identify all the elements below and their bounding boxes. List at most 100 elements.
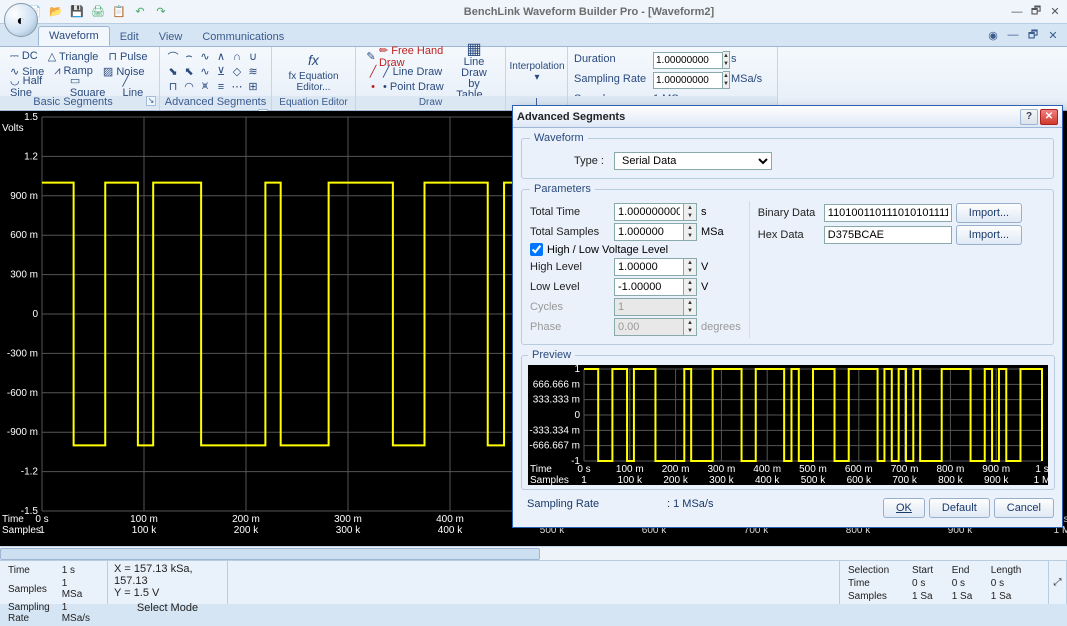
close-button[interactable]: ✕ xyxy=(1047,5,1063,19)
lowlevel-input[interactable] xyxy=(614,278,684,296)
advseg-button[interactable]: ∿ xyxy=(198,64,212,79)
tab-view[interactable]: View xyxy=(149,28,193,46)
advseg-button[interactable]: ⊻ xyxy=(214,64,228,79)
qat-paste-icon[interactable]: 📋 xyxy=(109,2,129,22)
hex-input[interactable] xyxy=(824,226,952,244)
mdi-restore-button[interactable]: 🗗 xyxy=(1025,27,1041,43)
ok-button[interactable]: OK xyxy=(883,498,925,518)
svg-text:1 s: 1 s xyxy=(1035,464,1048,475)
samplingrate-label: Sampling Rate xyxy=(574,71,649,89)
advseg-button[interactable]: ∧ xyxy=(214,49,228,64)
minimize-button[interactable]: — xyxy=(1009,5,1025,19)
svg-text:0 s: 0 s xyxy=(35,514,48,525)
totaltime-input[interactable] xyxy=(614,203,684,221)
samplingrate-unit: MSa/s xyxy=(731,71,761,89)
advseg-button[interactable]: ≡ xyxy=(214,79,228,94)
hilow-checkbox[interactable] xyxy=(530,243,543,256)
seg-triangle-button[interactable]: △ Triangle xyxy=(44,49,103,64)
line-draw-button[interactable]: ╱╱ Line Draw xyxy=(362,64,449,79)
mdi-minimize-button[interactable]: — xyxy=(1005,27,1021,43)
line-draw-table-button[interactable]: ▦Line Drawby Table... xyxy=(449,49,499,95)
cancel-button[interactable]: Cancel xyxy=(994,498,1054,518)
qat-save-icon[interactable]: 💾 xyxy=(67,2,87,22)
seg-halfsine-button[interactable]: ◡ Half Sine xyxy=(6,79,64,94)
sb-sr-v: 1 MSa/s xyxy=(62,602,100,624)
advseg-button[interactable]: ⬊ xyxy=(166,64,180,79)
advseg-button[interactable]: ⌒ xyxy=(166,49,180,64)
seg-square-button[interactable]: ▭ Square xyxy=(66,79,117,94)
svg-text:333.333 m: 333.333 m xyxy=(533,395,580,406)
duration-input[interactable] xyxy=(653,52,723,69)
samplingrate-input[interactable] xyxy=(653,72,723,89)
phase-input xyxy=(614,318,684,336)
qat-open-icon[interactable]: 📂 xyxy=(46,2,66,22)
params-legend: Parameters xyxy=(530,183,595,195)
binary-input[interactable] xyxy=(824,204,952,222)
advseg-button[interactable]: ◠ xyxy=(182,79,196,94)
hscroll-thumb[interactable] xyxy=(0,548,540,560)
advseg-button[interactable]: ⩙ xyxy=(198,79,212,94)
svg-text:200 k: 200 k xyxy=(234,525,259,536)
advseg-button[interactable]: ∩ xyxy=(230,49,244,64)
advseg-button[interactable]: ⬉ xyxy=(182,64,196,79)
dialog-close-button[interactable]: ✕ xyxy=(1040,109,1058,125)
tab-edit[interactable]: Edit xyxy=(110,28,149,46)
wf-legend: Waveform xyxy=(530,132,588,144)
svg-text:0: 0 xyxy=(32,309,38,320)
hex-import-button[interactable]: Import... xyxy=(956,225,1022,245)
mdi-close-button[interactable]: ✕ xyxy=(1045,27,1061,43)
svg-text:700 k: 700 k xyxy=(892,475,917,485)
restore-button[interactable]: 🗗 xyxy=(1028,5,1044,19)
ribbon: ⎓ DC△ Triangle⊓ Pulse ∿ Sine⩘ Ramp▨ Nois… xyxy=(0,47,1067,111)
sb-len-l: Length xyxy=(991,565,1040,576)
samplingrate-spinner[interactable]: ▲▼ xyxy=(723,71,730,89)
highlevel-input[interactable] xyxy=(614,258,684,276)
dialog-help-button[interactable]: ? xyxy=(1020,109,1038,125)
binary-label: Binary Data xyxy=(758,207,824,219)
svg-text:300 m: 300 m xyxy=(10,270,38,281)
svg-text:Samples: Samples xyxy=(530,475,569,485)
advseg-button[interactable]: ≋ xyxy=(246,64,260,79)
sb-samples-l: Samples xyxy=(8,578,60,600)
svg-text:200 m: 200 m xyxy=(232,514,260,525)
preview-chart: 1666.666 m333.333 m0-333.334 m-666.667 m… xyxy=(528,365,1048,485)
svg-text:800 k: 800 k xyxy=(938,475,963,485)
advseg-button[interactable]: ⊞ xyxy=(246,79,260,94)
seg-line-button[interactable]: ╱ Line xyxy=(118,79,153,94)
help-button[interactable]: ◉ xyxy=(985,27,1001,43)
sb-expand-button[interactable]: ⤢ xyxy=(1049,561,1067,604)
default-button[interactable]: Default xyxy=(929,498,990,518)
app-menu-button[interactable]: ◐ xyxy=(4,3,38,37)
type-combo[interactable]: Serial Data xyxy=(614,152,772,170)
svg-text:Volts: Volts xyxy=(2,123,24,134)
hscrollbar[interactable] xyxy=(0,546,1067,560)
qat-print-icon[interactable]: 🖨 xyxy=(88,2,108,22)
equation-editor-button[interactable]: fxfx Equation Editor... xyxy=(278,49,349,95)
tab-communications[interactable]: Communications xyxy=(192,28,294,46)
seg-dc-button[interactable]: ⎓ DC xyxy=(6,49,42,64)
advseg-button[interactable]: ◇ xyxy=(230,64,244,79)
binary-import-button[interactable]: Import... xyxy=(956,203,1022,223)
advseg-button[interactable]: ⋯ xyxy=(230,79,244,94)
svg-text:300 m: 300 m xyxy=(708,464,736,475)
svg-text:200 m: 200 m xyxy=(662,464,690,475)
advseg-button[interactable]: ⊓ xyxy=(166,79,180,94)
advseg-button[interactable]: ∿ xyxy=(198,49,212,64)
svg-text:600 m: 600 m xyxy=(10,230,38,241)
qat-redo-icon[interactable]: ↷ xyxy=(151,2,171,22)
tab-waveform[interactable]: Waveform xyxy=(38,26,110,46)
group-advanced-label: Advanced Segments↘ xyxy=(160,96,271,109)
point-draw-button[interactable]: •• Point Draw xyxy=(362,79,449,94)
freehand-draw-button[interactable]: ✎✏ Free Hand Draw xyxy=(362,49,449,64)
interpolation-dropdown[interactable]: Interpolation ▾ xyxy=(512,49,562,95)
qat-undo-icon[interactable]: ↶ xyxy=(130,2,150,22)
advseg-button[interactable]: ∪ xyxy=(246,49,260,64)
sb-y: Y = 1.5 V xyxy=(114,587,221,599)
totalsamples-input[interactable] xyxy=(614,223,684,241)
group-basic-launcher[interactable]: ↘ xyxy=(146,96,156,106)
seg-pulse-button[interactable]: ⊓ Pulse xyxy=(104,49,151,64)
svg-text:500 k: 500 k xyxy=(801,475,826,485)
hilow-label: High / Low Voltage Level xyxy=(547,244,668,256)
advseg-button[interactable]: ⌢ xyxy=(182,49,196,64)
duration-spinner[interactable]: ▲▼ xyxy=(723,51,730,69)
